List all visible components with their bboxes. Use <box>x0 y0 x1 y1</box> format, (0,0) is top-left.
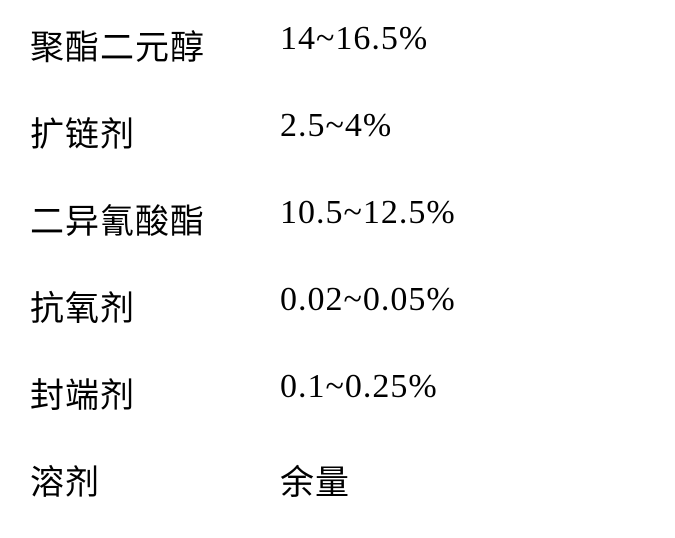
table-row: 扩链剂 2.5~4% <box>30 107 645 156</box>
ingredient-value: 0.1~0.25% <box>280 368 438 417</box>
ingredient-value: 14~16.5% <box>280 20 428 69</box>
table-row: 二异氰酸酯 10.5~12.5% <box>30 194 645 243</box>
ingredient-label: 二异氰酸酯 <box>30 194 280 243</box>
ingredient-value: 余量 <box>280 455 350 504</box>
ingredient-label: 抗氧剂 <box>30 281 280 330</box>
ingredient-value: 2.5~4% <box>280 107 392 156</box>
table-row: 溶剂 余量 <box>30 455 645 504</box>
ingredient-value: 0.02~0.05% <box>280 281 456 330</box>
ingredient-label: 溶剂 <box>30 455 280 504</box>
ingredient-value: 10.5~12.5% <box>280 194 456 243</box>
table-row: 封端剂 0.1~0.25% <box>30 368 645 417</box>
ingredient-label: 封端剂 <box>30 368 280 417</box>
composition-table: 聚酯二元醇 14~16.5% 扩链剂 2.5~4% 二异氰酸酯 10.5~12.… <box>30 20 645 504</box>
table-row: 聚酯二元醇 14~16.5% <box>30 20 645 69</box>
ingredient-label: 扩链剂 <box>30 107 280 156</box>
ingredient-label: 聚酯二元醇 <box>30 20 280 69</box>
table-row: 抗氧剂 0.02~0.05% <box>30 281 645 330</box>
